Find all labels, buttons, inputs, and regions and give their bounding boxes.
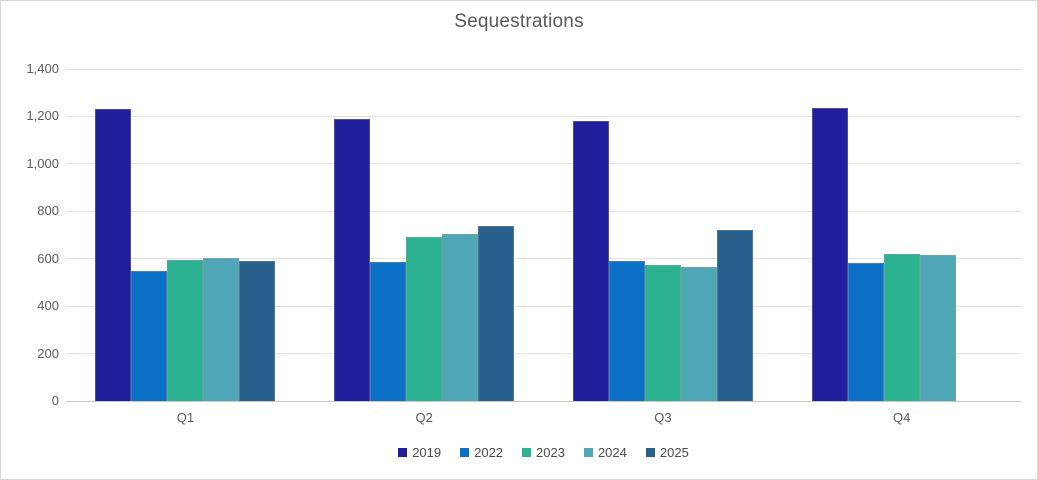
y-tick-600: 600 <box>37 250 59 266</box>
x-tick-q1: Q1 <box>176 410 195 425</box>
bar-q4-2019 <box>811 108 848 401</box>
legend-label-2023: 2023 <box>536 445 565 460</box>
legend-marker-2023 <box>522 448 532 457</box>
bar-q2-2019 <box>334 118 371 401</box>
bar-q2-2024 <box>442 233 479 401</box>
gridline-400 <box>66 305 1021 307</box>
y-tick-400: 400 <box>37 298 59 314</box>
bar-q1-2019 <box>95 109 132 401</box>
bar-q3-2019 <box>572 121 609 401</box>
legend-item-2024: 2024 <box>583 445 627 460</box>
bar-q2-2022 <box>370 262 407 401</box>
legend: 2019 2022 2023 2024 2025 <box>66 445 1021 460</box>
y-tick-1200: 1,200 <box>26 108 59 124</box>
bar-q1-2025 <box>239 261 276 401</box>
legend-label-2019: 2019 <box>412 445 442 460</box>
bar-q1-2023 <box>167 259 204 401</box>
legend-item-2022: 2022 <box>460 445 503 460</box>
bar-q3-2025 <box>716 230 753 401</box>
y-tick-1000: 1,000 <box>26 155 59 171</box>
y-tick-0: 0 <box>51 393 59 408</box>
x-tick-q2: Q2 <box>415 410 433 425</box>
bar-q1-2024 <box>203 257 240 401</box>
gridline-200 <box>66 353 1021 355</box>
legend-marker-2019 <box>398 448 408 457</box>
y-tick-200: 200 <box>37 345 59 361</box>
bar-q2-2023 <box>406 237 443 401</box>
bar-q3-2024 <box>680 267 717 401</box>
chart-title: Sequestrations <box>454 11 584 32</box>
bar-q2-2025 <box>478 225 515 401</box>
legend-marker-2024 <box>583 448 593 457</box>
y-tick-1400: 1,400 <box>26 61 59 76</box>
legend-label-2024: 2024 <box>597 445 627 460</box>
gridline-1000 <box>66 163 1021 165</box>
x-tick-q3: Q3 <box>654 410 672 425</box>
y-tick-800: 800 <box>37 203 59 219</box>
gridline-600 <box>66 258 1021 260</box>
bar-q4-2024 <box>919 255 956 401</box>
legend-label-2025: 2025 <box>659 445 689 460</box>
bar-q1-2022 <box>131 270 168 401</box>
gridline-800 <box>66 210 1021 212</box>
x-tick-q4: Q4 <box>892 410 911 425</box>
gridline-1200 <box>66 115 1021 117</box>
legend-item-2023: 2023 <box>522 445 565 460</box>
gridline-1400 <box>66 68 1021 70</box>
bar-q4-2023 <box>883 253 920 401</box>
bar-q3-2022 <box>608 261 645 401</box>
bar-q3-2023 <box>644 264 681 401</box>
legend-item-2019: 2019 <box>398 445 441 460</box>
bar-q4-2022 <box>847 263 884 401</box>
legend-marker-2025 <box>645 448 655 457</box>
legend-item-2025: 2025 <box>645 445 689 460</box>
legend-label-2022: 2022 <box>474 445 504 460</box>
legend-marker-2022 <box>460 448 470 457</box>
gridline-0 <box>66 400 1021 402</box>
